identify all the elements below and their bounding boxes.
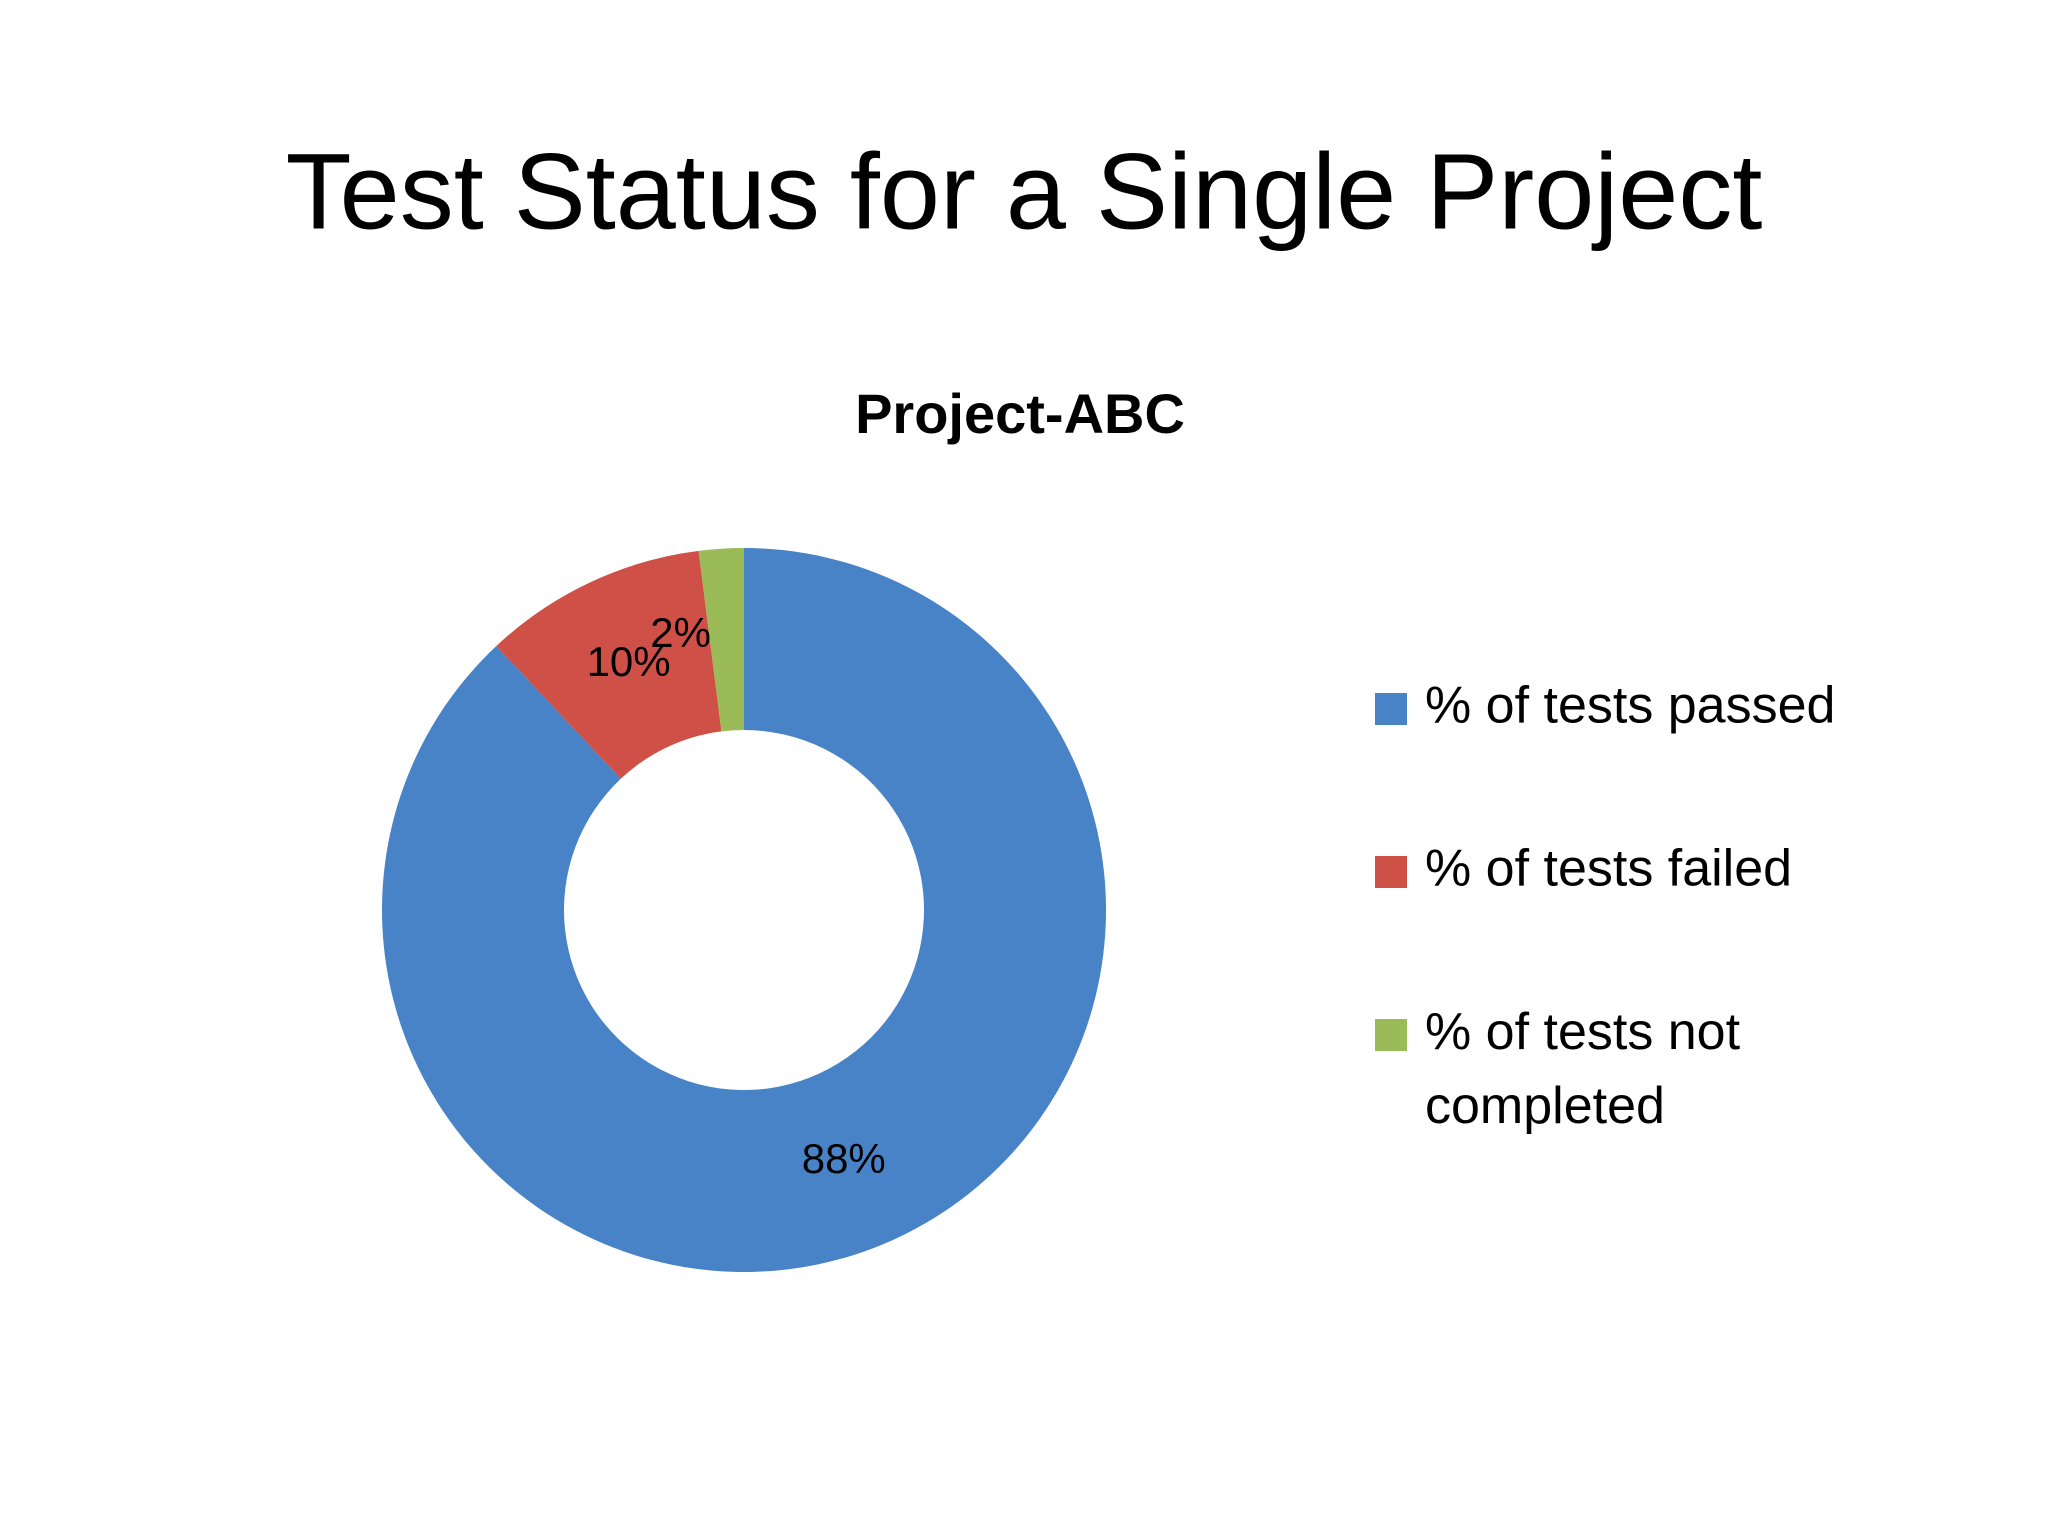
data-label: 88% <box>802 1135 886 1182</box>
data-label: 2% <box>650 609 711 656</box>
legend-swatch <box>1375 693 1407 725</box>
donut-segment <box>382 548 1107 1272</box>
legend-label: % of tests passed <box>1425 677 1835 735</box>
chart-title: Project-ABC <box>855 382 1185 445</box>
donut-segment <box>496 550 722 779</box>
donut-segment <box>698 548 744 732</box>
slide-title: Test Status for a Single Project <box>286 131 1763 252</box>
legend-swatch <box>1375 856 1407 888</box>
data-label: 10% <box>587 638 671 685</box>
legend-label: % of tests failed <box>1425 840 1792 898</box>
legend-swatch <box>1375 1019 1407 1051</box>
legend-label: % of tests not completed <box>1425 1003 1741 1135</box>
